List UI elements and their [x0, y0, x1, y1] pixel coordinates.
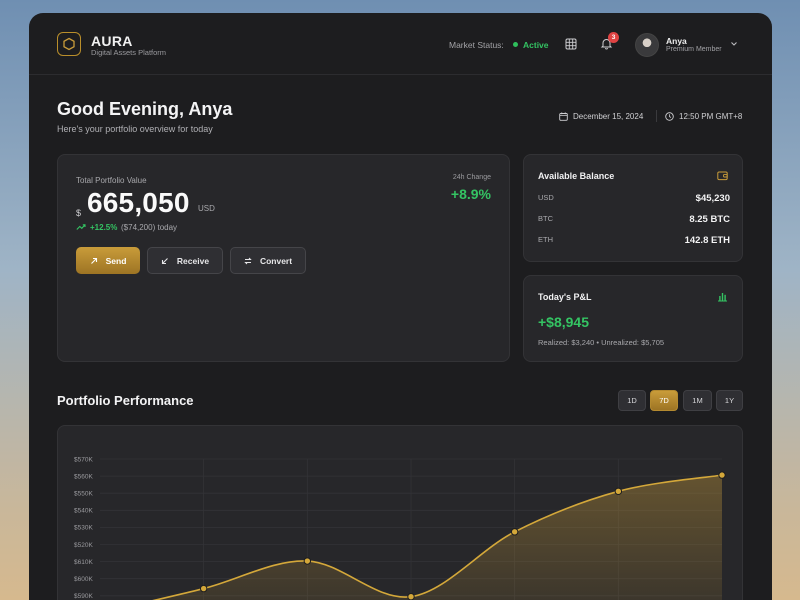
y-tick-label: $600K — [74, 576, 93, 583]
current-time: 12:50 PM GMT+8 — [679, 112, 743, 121]
performance-title: Portfolio Performance — [57, 393, 194, 408]
convert-button-label: Convert — [259, 255, 293, 266]
balance-row-btc: BTC 8.25 BTC — [538, 214, 730, 225]
balance-asset: ETH — [538, 235, 553, 244]
range-button-1m[interactable]: 1M — [683, 390, 712, 411]
top-bar: AURA Digital Assets Platform Market Stat… — [29, 13, 772, 75]
market-status-label: Market Status: — [449, 40, 504, 50]
change-24h-label: 24h Change — [452, 174, 491, 181]
y-tick-label: $530K — [74, 525, 93, 532]
send-button[interactable]: Send — [76, 247, 140, 274]
y-tick-label: $540K — [74, 508, 93, 515]
convert-button[interactable]: Convert — [230, 247, 306, 274]
y-tick-label: $520K — [74, 542, 93, 549]
balance-row-eth: ETH 142.8 ETH — [538, 235, 730, 246]
market-status-value: Active — [523, 40, 549, 50]
page-title: Good Evening, Anya — [57, 99, 233, 119]
chart-point[interactable] — [407, 592, 415, 600]
status-dot-icon — [513, 42, 518, 47]
chart-point[interactable] — [614, 487, 623, 496]
receive-button[interactable]: Receive — [147, 247, 223, 274]
chart-point[interactable] — [510, 528, 519, 536]
balance-asset: USD — [538, 193, 554, 202]
y-tick-label: $570K — [74, 456, 93, 463]
balance-amount: 142.8 ETH — [684, 235, 730, 246]
balance-card: Available Balance USD $45,230 BTC 8.25 B… — [523, 154, 743, 262]
chart-point[interactable] — [199, 584, 208, 593]
balance-amount: $45,230 — [695, 193, 730, 204]
trend-up-icon — [76, 224, 86, 230]
pnl-card: Today's P&L +$8,945 Realized: $3,240 • U… — [523, 275, 743, 362]
wallet-icon[interactable] — [717, 170, 728, 181]
arrow-up-right-icon — [90, 257, 97, 264]
balance-amount: 8.25 BTC — [689, 214, 730, 225]
range-button-7d[interactable]: 7D — [650, 390, 678, 411]
current-date: December 15, 2024 — [573, 112, 644, 121]
arrow-down-left-icon — [161, 257, 168, 264]
chevron-down-icon[interactable] — [730, 41, 738, 47]
user-name: Anya — [666, 36, 687, 46]
grid-icon[interactable] — [565, 38, 577, 50]
avatar[interactable] — [635, 33, 659, 57]
swap-icon — [244, 257, 252, 264]
portfolio-label: Total Portfolio Value — [76, 176, 147, 185]
brand-name: AURA — [91, 33, 133, 49]
chart-area — [155, 475, 722, 600]
balance-asset: BTC — [538, 214, 553, 223]
portfolio-change-percent: +12.5% — [90, 223, 118, 232]
balance-row-usd: USD $45,230 — [538, 193, 730, 204]
chart-point[interactable] — [718, 471, 726, 479]
currency-symbol: $ — [76, 208, 82, 218]
send-button-label: Send — [105, 255, 127, 266]
page-subtitle: Here's your portfolio overview for today — [57, 124, 213, 134]
y-tick-label: $560K — [74, 473, 93, 480]
y-tick-label: $550K — [74, 491, 93, 498]
change-24h-value: +8.9% — [450, 186, 491, 202]
balance-title: Available Balance — [538, 171, 615, 181]
portfolio-change-amount: ($74,200) today — [121, 223, 178, 232]
pnl-value: +$8,945 — [538, 314, 589, 330]
pnl-detail: Realized: $3,240 • Unrealized: $5,705 — [538, 338, 665, 347]
calendar-icon — [559, 112, 568, 121]
portfolio-value: 665,050 — [87, 187, 190, 218]
receive-button-label: Receive — [176, 255, 210, 266]
app-window: AURA Digital Assets Platform Market Stat… — [29, 13, 772, 600]
clock-icon — [665, 112, 674, 121]
portfolio-unit: USD — [198, 204, 215, 213]
performance-chart-card: $570K $560K $550K $540K $530K $520K $610K $600K… — [57, 425, 743, 600]
brand-subtitle: Digital Assets Platform — [91, 48, 167, 57]
user-role: Premium Member — [666, 46, 722, 53]
pnl-title: Today's P&L — [538, 292, 592, 302]
chart-point[interactable] — [303, 557, 312, 565]
logo-icon[interactable] — [57, 32, 81, 56]
performance-chart: $570K $560K $550K $540K $530K $520K $610K $600K… — [74, 456, 726, 600]
notification-badge: 3 — [608, 32, 619, 43]
divider — [656, 110, 657, 122]
y-tick-label: $610K — [74, 559, 93, 566]
bar-chart-icon[interactable] — [717, 291, 728, 302]
portfolio-card: Total Portfolio Value $ 665,050 USD +12.… — [57, 154, 510, 362]
range-button-1d[interactable]: 1D — [618, 390, 646, 411]
range-button-1y[interactable]: 1Y — [716, 390, 743, 411]
y-tick-label: $590K — [74, 593, 93, 600]
